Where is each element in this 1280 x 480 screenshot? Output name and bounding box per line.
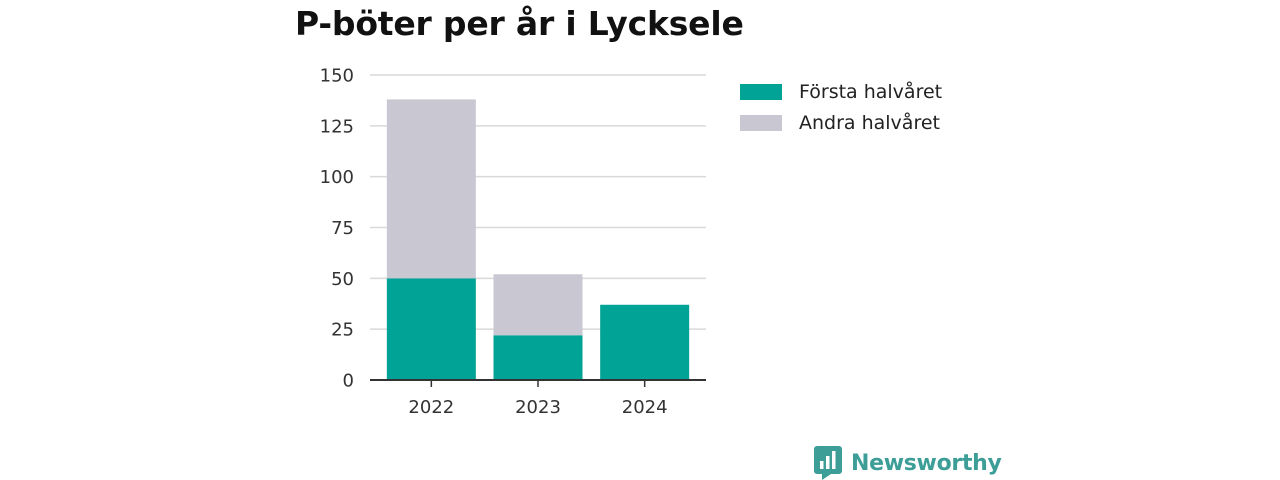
y-tick-label: 0 xyxy=(343,371,354,392)
y-tick-label: 125 xyxy=(320,116,354,137)
legend-label-first-half: Första halvåret xyxy=(799,80,943,103)
y-tick-label: 75 xyxy=(331,218,354,239)
bar-2022-series-0 xyxy=(386,278,476,380)
bar-2024-series-0 xyxy=(600,304,690,380)
brand-logo: Newsworthy xyxy=(814,446,1002,480)
chart-title: P-böter per år i Lycksele xyxy=(295,4,744,43)
x-tick-label: 2022 xyxy=(408,397,454,418)
y-tick-label: 150 xyxy=(320,66,354,87)
legend-swatch-first-half xyxy=(740,83,782,100)
bars xyxy=(386,99,690,380)
axes: 0 25 50 75 100 125 150 2022 2023 2024 xyxy=(320,66,706,418)
bar-2023-series-1 xyxy=(493,274,583,336)
legend-item-second-half: Andra halvåret xyxy=(740,107,942,138)
y-tick-label: 100 xyxy=(320,167,354,188)
legend-swatch-second-half xyxy=(740,114,782,131)
legend-item-first-half: Första halvåret xyxy=(740,76,942,107)
newsworthy-logo-icon xyxy=(814,446,842,480)
brand-name: Newsworthy xyxy=(851,450,1002,476)
y-tick-label: 50 xyxy=(331,269,354,290)
y-tick-label: 25 xyxy=(331,320,354,341)
bar-2023-series-0 xyxy=(493,335,583,380)
legend: Första halvåret Andra halvåret xyxy=(740,76,942,138)
x-tick-label: 2023 xyxy=(515,397,561,418)
bar-2022-series-1 xyxy=(386,99,476,279)
x-tick-label: 2024 xyxy=(622,397,668,418)
legend-label-second-half: Andra halvåret xyxy=(799,111,940,134)
